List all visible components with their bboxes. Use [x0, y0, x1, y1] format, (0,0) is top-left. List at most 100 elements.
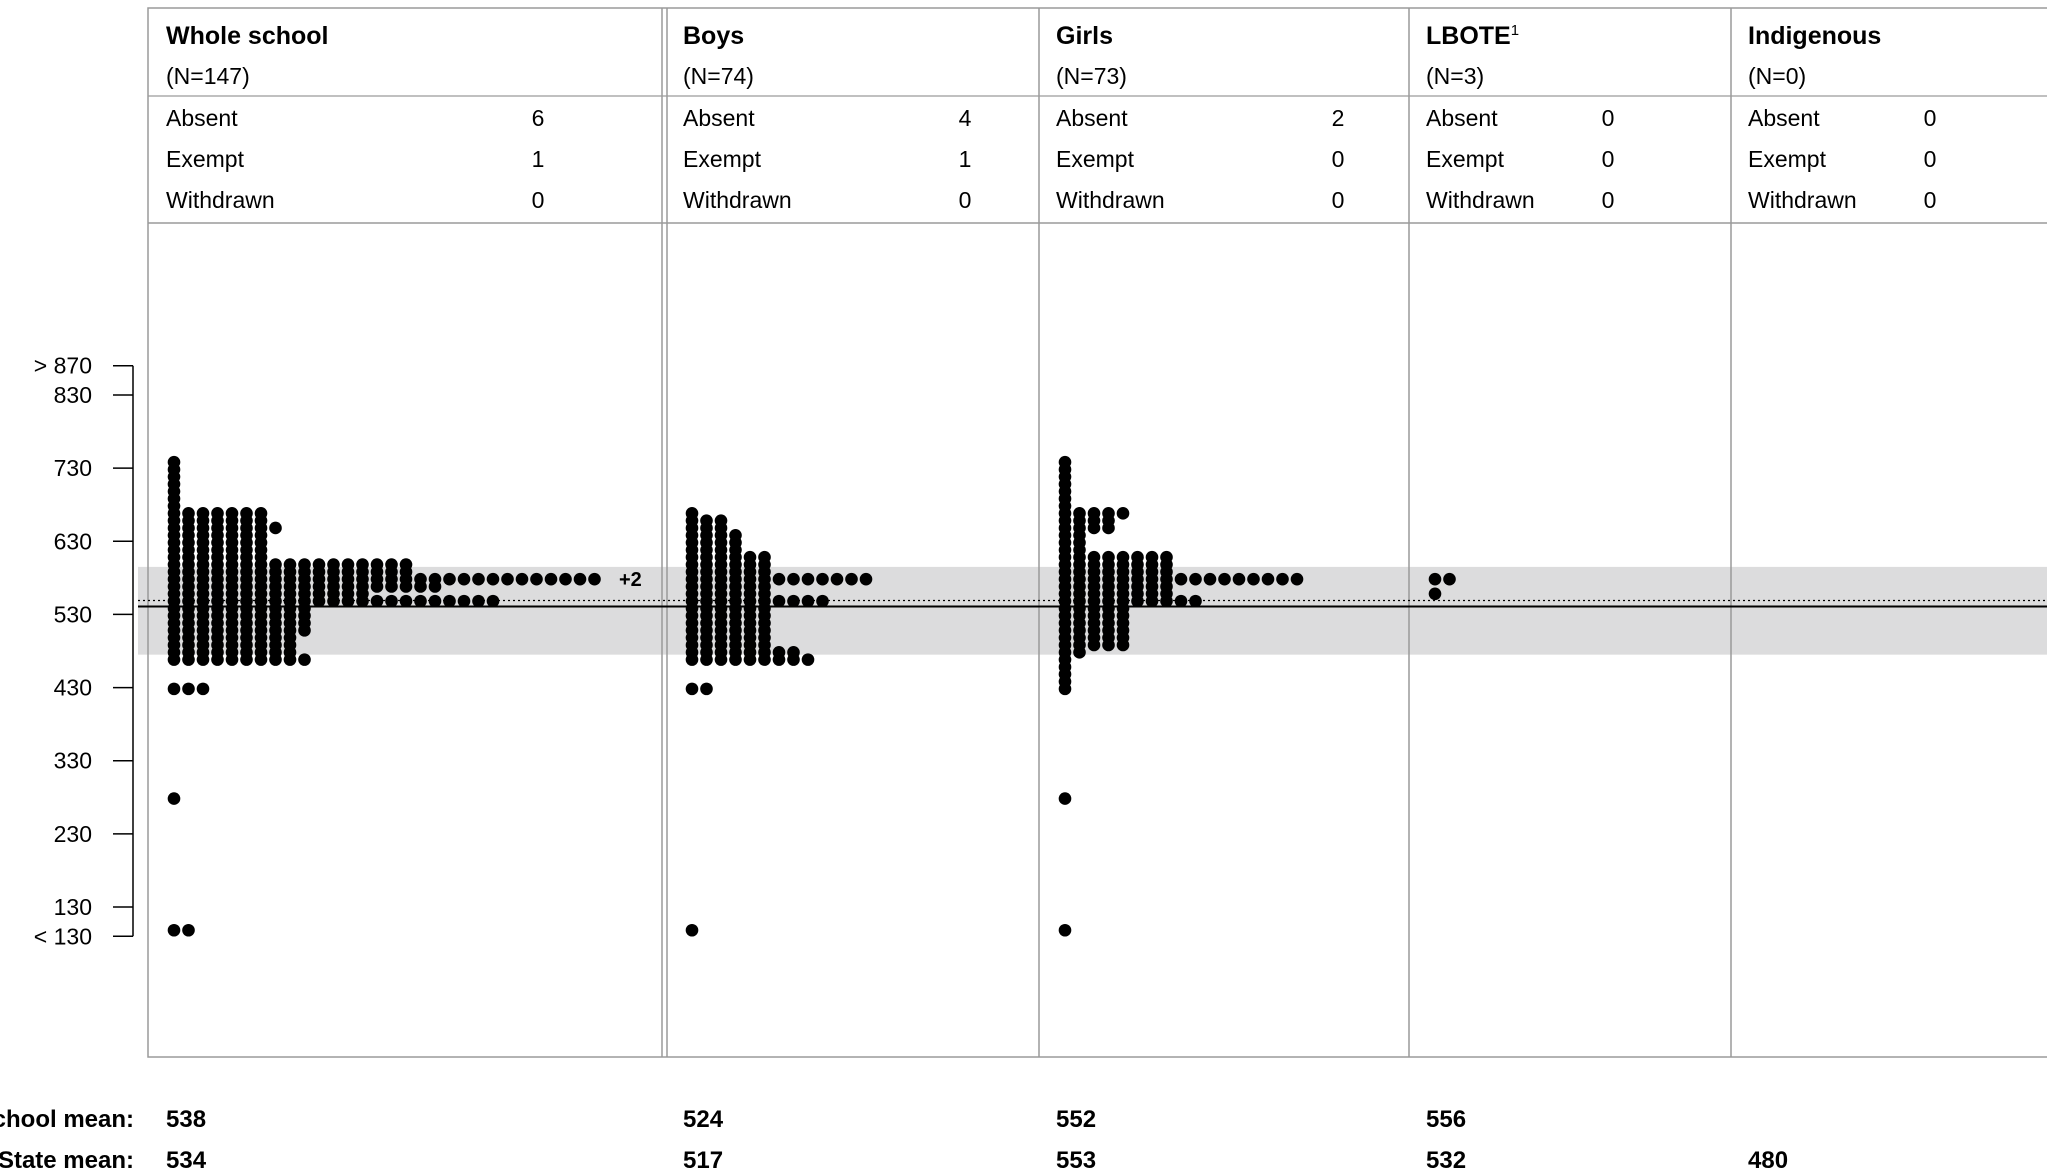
chart-frame — [147, 7, 2047, 1058]
score-dot — [399, 594, 413, 608]
score-dot — [501, 572, 514, 586]
stat-label: Absent — [683, 105, 755, 131]
stat-label: Withdrawn — [1748, 187, 1857, 213]
stat-value: 0 — [1332, 187, 1345, 213]
school-mean-value: 552 — [1056, 1106, 1096, 1133]
score-dot — [1247, 572, 1260, 586]
y-tick-label: 330 — [54, 748, 92, 774]
score-dot — [700, 682, 713, 696]
score-dot — [700, 653, 713, 666]
stat-label: Absent — [1748, 105, 1820, 131]
stat-label: Exempt — [1748, 146, 1827, 172]
score-dot — [457, 572, 471, 586]
score-dot — [1058, 792, 1072, 805]
state-mean-label: State mean: — [0, 1147, 134, 1173]
score-dot — [544, 572, 558, 586]
score-dot — [182, 923, 195, 937]
score-dot — [515, 572, 529, 586]
stat-value: 0 — [1602, 146, 1615, 172]
score-dot — [1189, 572, 1202, 586]
score-dot — [1160, 594, 1173, 608]
score-dot — [559, 572, 572, 586]
stat-label: Absent — [1056, 105, 1128, 131]
score-dot — [787, 653, 800, 666]
score-dot — [685, 923, 699, 937]
score-dot — [428, 580, 442, 593]
score-dot — [573, 572, 587, 586]
score-dot — [685, 653, 699, 666]
y-tick-label: 730 — [54, 455, 92, 481]
stat-value: 0 — [532, 187, 545, 213]
score-dot — [385, 594, 398, 608]
score-dot — [167, 653, 181, 666]
score-dot — [196, 682, 210, 696]
score-dot — [1116, 507, 1130, 520]
score-dot — [472, 594, 485, 608]
score-dot — [254, 653, 268, 666]
score-dot — [1058, 923, 1072, 937]
stat-value: 0 — [959, 187, 972, 213]
score-dot — [816, 594, 829, 608]
score-dot — [1131, 594, 1144, 608]
score-dot — [801, 594, 815, 608]
score-dot — [298, 653, 311, 666]
score-dot — [167, 923, 181, 937]
score-dot — [167, 682, 181, 696]
group-n-indigenous: (N=0) — [1748, 63, 1806, 89]
score-dot — [486, 594, 500, 608]
score-dot — [312, 594, 326, 608]
score-dot — [714, 653, 728, 666]
score-dot — [801, 572, 815, 586]
score-dot — [1102, 638, 1115, 652]
score-dot — [269, 521, 282, 535]
stat-label: Absent — [166, 105, 238, 131]
score-dot — [1203, 572, 1217, 586]
stat-label: Exempt — [1056, 146, 1135, 172]
score-dot — [787, 594, 800, 608]
score-dot — [196, 653, 210, 666]
stat-value: 2 — [1332, 105, 1345, 131]
score-dot — [1189, 594, 1202, 608]
score-dot — [1087, 638, 1101, 652]
group-title-lbote: LBOTE1 — [1426, 22, 1519, 50]
score-dot — [1174, 594, 1188, 608]
group-n-whole: (N=147) — [166, 63, 250, 89]
stat-value: 0 — [1602, 187, 1615, 213]
stat-label: Withdrawn — [1056, 187, 1165, 213]
score-dot — [167, 792, 181, 805]
score-dot — [758, 653, 771, 666]
score-dot — [428, 594, 442, 608]
stat-label: Withdrawn — [1426, 187, 1535, 213]
score-dot — [772, 653, 786, 666]
score-dot — [1073, 646, 1086, 659]
group-n-girls: (N=73) — [1056, 63, 1127, 89]
score-dot — [1276, 572, 1289, 586]
state-mean-value: 480 — [1748, 1147, 1788, 1173]
score-dot — [486, 572, 500, 586]
y-tick-label: 130 — [54, 894, 92, 920]
y-tick-label: 230 — [54, 821, 92, 847]
score-dot — [1428, 572, 1442, 586]
score-dot — [443, 572, 456, 586]
y-tick-label: 430 — [54, 675, 92, 701]
stat-label: Exempt — [1426, 146, 1505, 172]
score-dot — [859, 572, 873, 586]
score-dot — [414, 594, 427, 608]
score-dot — [588, 572, 601, 586]
stat-value: 0 — [1924, 146, 1937, 172]
score-dot — [1116, 638, 1130, 652]
school-mean-value: 556 — [1426, 1106, 1466, 1133]
group-title-whole: Whole school — [166, 22, 329, 50]
stat-value: 1 — [959, 146, 972, 172]
score-dot — [370, 580, 384, 593]
score-dot — [729, 653, 742, 666]
score-dot — [1102, 521, 1115, 535]
school-mean-label: School mean: — [0, 1106, 134, 1133]
y-tick-label: > 870 — [34, 353, 92, 379]
y-tick-label: 830 — [54, 382, 92, 408]
group-n-boys: (N=74) — [683, 63, 754, 89]
stat-value: 4 — [959, 105, 972, 131]
score-dot — [341, 594, 355, 608]
score-dot — [772, 572, 786, 586]
score-dot — [743, 653, 757, 666]
